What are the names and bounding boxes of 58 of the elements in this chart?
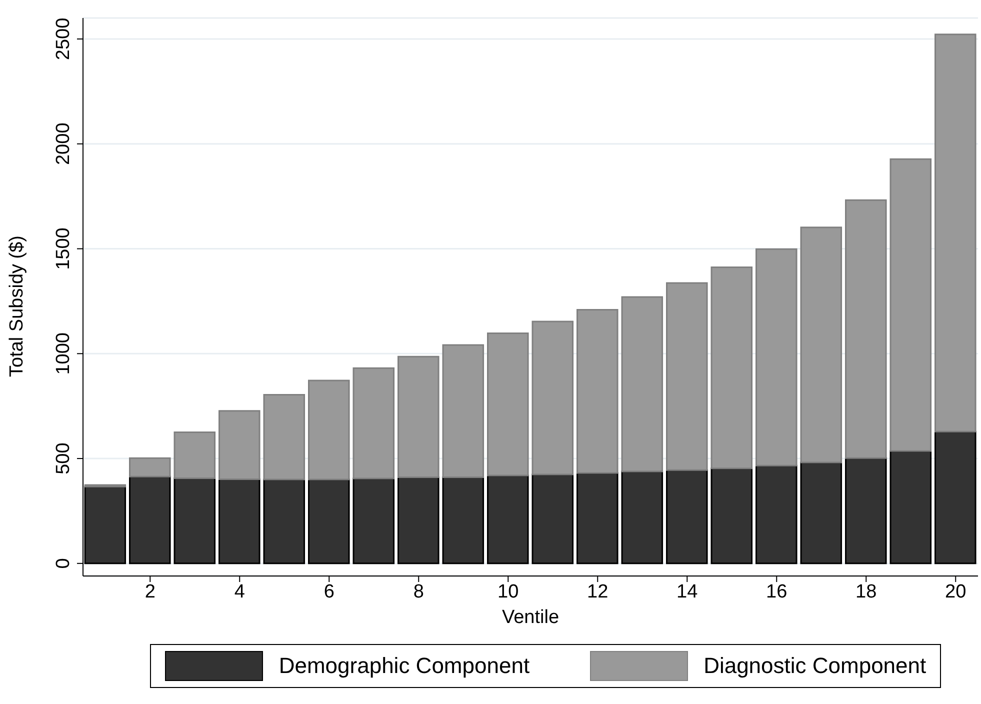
bar (174, 432, 216, 479)
bar (934, 430, 976, 564)
bar (576, 309, 618, 474)
legend-label: Diagnostic Component (704, 653, 926, 679)
bar (487, 474, 529, 564)
bar (263, 478, 306, 564)
x-axis-title: Ventile (502, 607, 560, 628)
bar (442, 476, 484, 564)
bar (129, 476, 171, 564)
bar (621, 470, 664, 564)
x-tick-label: 14 (676, 581, 698, 602)
bar (710, 266, 753, 470)
bar (621, 296, 664, 472)
bar (442, 344, 484, 478)
x-tick-label: 18 (856, 581, 877, 602)
bar (174, 477, 216, 564)
bar (845, 457, 887, 564)
bar (800, 226, 842, 464)
bar (800, 462, 842, 564)
bar (710, 468, 753, 564)
y-tick-label: 500 (53, 442, 74, 474)
bar (218, 478, 260, 564)
bar (576, 472, 618, 564)
x-tick-label: 10 (498, 581, 519, 602)
bar (308, 478, 350, 564)
bar (398, 356, 440, 478)
bar (308, 380, 350, 480)
bar (352, 367, 395, 480)
bar (398, 476, 440, 564)
bar (756, 464, 798, 564)
x-tick-label: 6 (324, 581, 334, 602)
bar (487, 332, 529, 476)
bar (263, 394, 306, 480)
bar (890, 158, 932, 452)
x-tick-label: 2 (144, 581, 156, 602)
bar (352, 478, 395, 564)
y-tick-label: 2000 (53, 122, 74, 166)
legend-label: Demographic Component (278, 653, 530, 679)
y-tick-label: 2500 (53, 18, 74, 60)
bar (756, 248, 798, 466)
x-tick-label: 8 (413, 581, 424, 602)
bar (129, 457, 171, 478)
bar (845, 199, 887, 459)
bar (218, 410, 260, 480)
x-tick-label: 16 (766, 581, 788, 602)
bar (532, 474, 574, 564)
x-tick-label: 12 (587, 581, 608, 602)
bar (890, 450, 932, 564)
bar (666, 469, 708, 564)
y-tick-label: 1500 (53, 228, 74, 270)
y-tick-label: 0 (53, 558, 74, 569)
bar (666, 282, 708, 471)
y-tick-label: 1000 (53, 332, 74, 375)
x-tick-label: 20 (945, 581, 966, 602)
bar (934, 34, 976, 432)
x-tick-label: 4 (234, 581, 246, 602)
y-axis-title: Total Subsidy ($) (6, 235, 28, 377)
bar (532, 320, 574, 476)
